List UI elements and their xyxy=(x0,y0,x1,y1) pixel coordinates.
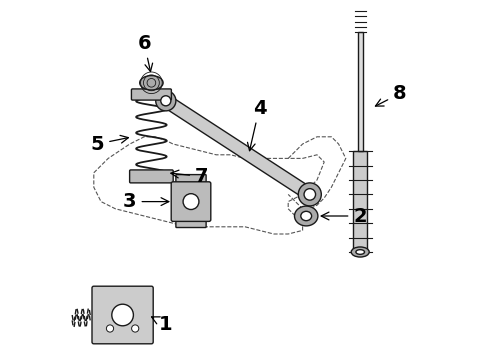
Text: 3: 3 xyxy=(123,192,169,211)
Ellipse shape xyxy=(140,76,163,90)
Text: 2: 2 xyxy=(321,207,367,225)
Ellipse shape xyxy=(294,206,318,226)
Ellipse shape xyxy=(356,250,365,255)
Circle shape xyxy=(161,96,171,106)
Circle shape xyxy=(106,325,114,332)
Text: 1: 1 xyxy=(151,315,172,333)
Ellipse shape xyxy=(301,211,312,221)
FancyBboxPatch shape xyxy=(131,89,172,100)
Ellipse shape xyxy=(351,247,369,257)
Text: 6: 6 xyxy=(137,34,152,72)
Text: 4: 4 xyxy=(247,99,266,151)
FancyBboxPatch shape xyxy=(171,182,211,221)
Circle shape xyxy=(183,194,199,210)
Circle shape xyxy=(112,304,133,326)
Polygon shape xyxy=(353,151,368,252)
Circle shape xyxy=(132,325,139,332)
Text: 5: 5 xyxy=(91,135,128,153)
FancyBboxPatch shape xyxy=(92,286,153,344)
FancyBboxPatch shape xyxy=(176,175,206,183)
FancyBboxPatch shape xyxy=(176,220,206,228)
Text: 8: 8 xyxy=(375,84,407,106)
Circle shape xyxy=(298,183,321,206)
FancyBboxPatch shape xyxy=(130,170,173,183)
Circle shape xyxy=(156,91,176,111)
Polygon shape xyxy=(162,95,313,200)
Text: 7: 7 xyxy=(171,167,209,186)
Polygon shape xyxy=(358,32,363,151)
Circle shape xyxy=(304,189,316,200)
